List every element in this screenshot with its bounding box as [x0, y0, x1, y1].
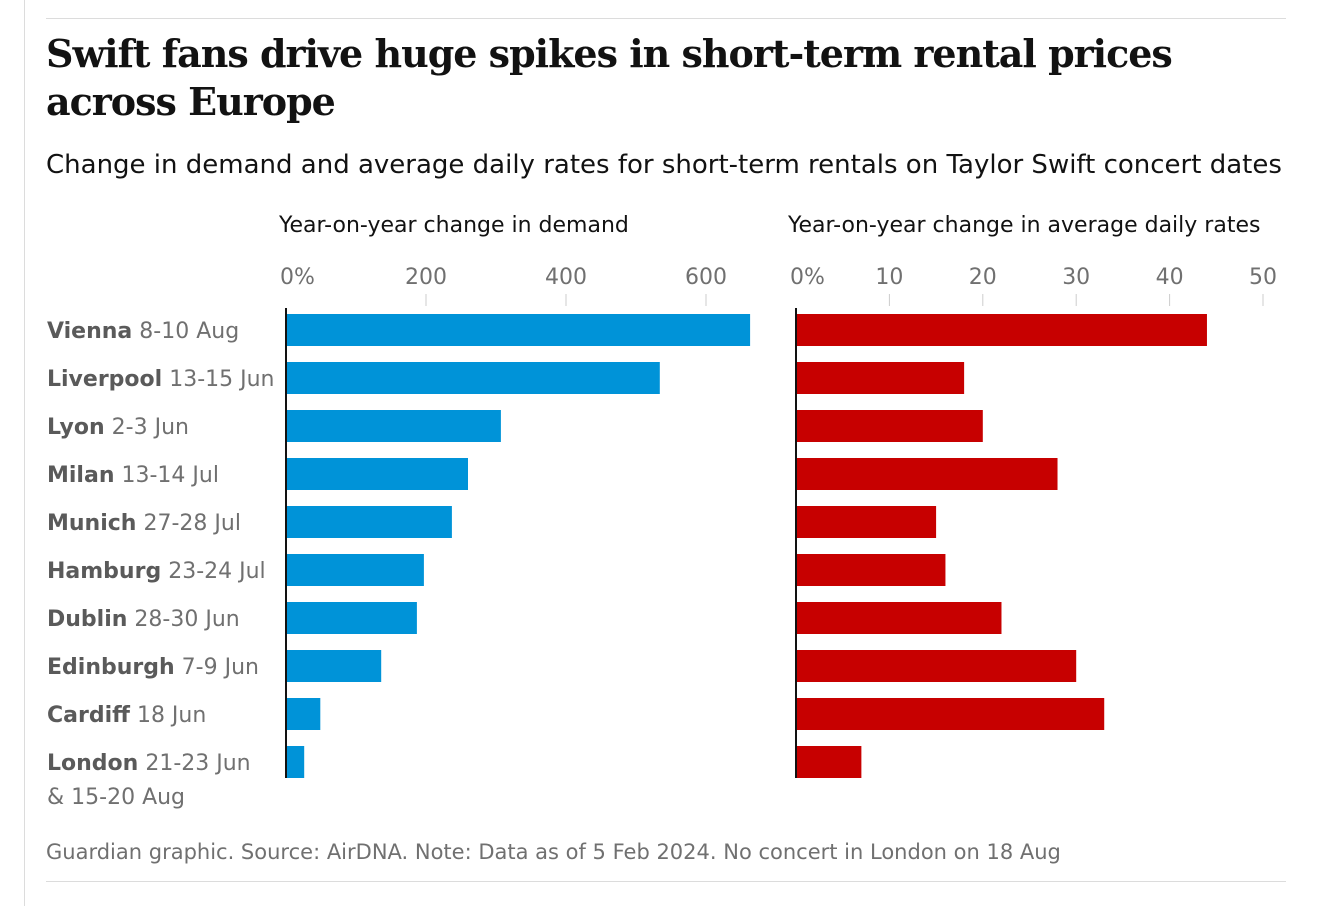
bar [286, 698, 321, 730]
category-label: Dublin 28-30 Jun [47, 607, 240, 632]
category-label: Liverpool 13-15 Jun [47, 367, 275, 392]
category-label-line2: & 15-20 Aug [47, 785, 185, 810]
city-name: Dublin [47, 607, 127, 632]
date-range: 21-23 Jun [138, 751, 250, 776]
bar [796, 602, 1002, 634]
bar [286, 458, 468, 490]
bar [286, 314, 751, 346]
city-name: Cardiff [47, 703, 131, 728]
bar [796, 650, 1077, 682]
category-label: Vienna 8-10 Aug [47, 319, 239, 344]
tick-label: 400 [545, 265, 587, 290]
date-range: 18 Jun [130, 703, 206, 728]
panel-title: Year-on-year change in demand [278, 213, 629, 238]
chart-subtitle: Change in demand and average daily rates… [46, 150, 1282, 180]
panel-title: Year-on-year change in average daily rat… [787, 213, 1260, 238]
bar [796, 362, 965, 394]
city-name: Lyon [47, 415, 105, 440]
bar [286, 410, 501, 442]
tick-label: 10 [875, 265, 903, 290]
category-label: Milan 13-14 Jul [47, 463, 219, 488]
tick-label: 30 [1062, 265, 1090, 290]
bar [286, 602, 417, 634]
city-name: Edinburgh [47, 655, 175, 680]
tick-label: 0% [280, 265, 315, 290]
bar [286, 746, 305, 778]
tick-label: 0% [790, 265, 825, 290]
category-label: Lyon 2-3 Jun [47, 415, 189, 440]
date-range: 2-3 Jun [105, 415, 189, 440]
bar [796, 554, 946, 586]
category-label: London 21-23 Jun [47, 751, 251, 776]
tick-label: 600 [685, 265, 727, 290]
date-range: 28-30 Jun [127, 607, 239, 632]
city-name: Vienna [47, 319, 132, 344]
tick-label: 40 [1156, 265, 1184, 290]
bar [796, 314, 1207, 346]
source-note: Guardian graphic. Source: AirDNA. Note: … [46, 840, 1061, 864]
bar [286, 650, 382, 682]
date-range: 23-24 Jul [161, 559, 265, 584]
bar [796, 506, 937, 538]
city-name: Milan [47, 463, 114, 488]
bar [796, 410, 983, 442]
date-range: 27-28 Jul [136, 511, 240, 536]
category-label: Edinburgh 7-9 Jun [47, 655, 259, 680]
category-label: Munich 27-28 Jul [47, 511, 241, 536]
top-rule [46, 18, 1286, 19]
tick-label: 20 [969, 265, 997, 290]
bar [796, 458, 1058, 490]
bar [286, 506, 452, 538]
category-label: Cardiff 18 Jun [47, 703, 206, 728]
bar [286, 554, 424, 586]
city-name: Hamburg [47, 559, 161, 584]
tick-label: 50 [1249, 265, 1277, 290]
category-label: Hamburg 23-24 Jul [47, 559, 266, 584]
left-border [24, 0, 25, 906]
date-range: 8-10 Aug [132, 319, 239, 344]
bottom-rule [46, 881, 1286, 882]
city-name: Liverpool [47, 367, 162, 392]
chart-title: Swift fans drive huge spikes in short-te… [46, 31, 1173, 124]
bar [796, 698, 1105, 730]
tick-label: 200 [405, 265, 447, 290]
date-range: 13-14 Jul [114, 463, 218, 488]
bar [796, 746, 862, 778]
city-name: Munich [47, 511, 136, 536]
date-range: 7-9 Jun [175, 655, 259, 680]
bar [286, 362, 660, 394]
date-range: 13-15 Jun [162, 367, 274, 392]
city-name: London [47, 751, 138, 776]
